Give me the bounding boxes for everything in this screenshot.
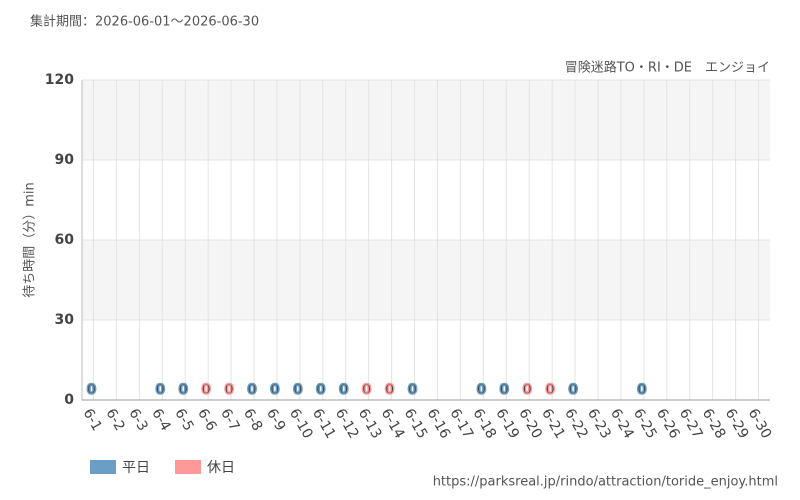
data-label: 0 [316,382,326,398]
x-tick-label: 6-10 [286,406,316,442]
data-label: 0 [637,382,647,398]
data-label: 0 [293,382,303,398]
legend-label: 休日 [207,460,235,476]
x-tick-label: 6-2 [102,406,127,434]
x-tick-label: 6-8 [240,406,265,434]
x-tick-label: 6-11 [309,406,339,442]
y-tick-label: 120 [45,72,74,88]
grid-band [82,80,770,160]
y-tick-label: 30 [55,312,75,328]
x-tick-label: 6-24 [607,406,637,442]
data-label: 0 [522,382,532,398]
x-tick-label: 6-4 [148,406,173,434]
x-tick-label: 6-5 [171,406,196,434]
data-label: 0 [499,382,509,398]
data-label: 0 [545,382,555,398]
grid-band [82,160,770,240]
x-tick-label: 6-26 [653,406,683,442]
legend-label: 平日 [122,460,150,476]
grid-band [82,240,770,320]
y-tick-label: 0 [64,392,74,408]
x-tick-label: 6-17 [446,406,476,442]
data-label: 0 [339,382,349,398]
x-tick-label: 6-15 [401,406,431,442]
grid-band [82,320,770,400]
y-axis-label: 待ち時間（分）min [23,182,38,298]
data-label: 0 [87,382,97,398]
x-tick-label: 6-23 [584,406,614,442]
x-tick-label: 6-28 [699,406,729,442]
legend-swatch [175,460,201,474]
chart-subtitle: 冒険迷路TO・RI・DE エンジョイ [565,60,770,76]
x-tick-label: 6-25 [630,406,660,442]
x-tick-label: 6-7 [217,406,242,434]
x-tick-label: 6-6 [194,406,219,434]
data-label: 0 [201,382,211,398]
y-tick-label: 90 [55,152,75,168]
x-tick-label: 6-14 [378,406,408,442]
data-label: 0 [270,382,280,398]
data-label: 0 [247,382,257,398]
data-label: 0 [476,382,486,398]
x-tick-label: 6-30 [745,406,775,442]
data-label: 0 [408,382,418,398]
data-label: 0 [224,382,234,398]
chart-title: 集計期間：2026-06-01～2026-06-30 [30,14,259,30]
source-url: https://parksreal.jp/rindo/attraction/to… [433,475,778,490]
x-tick-label: 6-3 [125,406,150,434]
y-tick-label: 60 [55,232,75,248]
x-tick-label: 6-22 [561,406,591,442]
data-label: 0 [155,382,165,398]
x-tick-label: 6-18 [469,406,499,442]
data-label: 0 [385,382,395,398]
x-tick-label: 6-16 [424,406,454,442]
data-label: 0 [178,382,188,398]
x-tick-label: 6-21 [538,406,568,442]
x-tick-label: 6-1 [80,406,105,434]
x-tick-label: 6-29 [722,406,752,442]
data-label: 0 [568,382,578,398]
x-tick-label: 6-19 [492,406,522,442]
x-tick-label: 6-12 [332,406,362,442]
legend-swatch [90,460,116,474]
x-tick-label: 6-9 [263,406,288,434]
x-tick-label: 6-27 [676,406,706,442]
x-tick-label: 6-13 [355,406,385,442]
x-tick-label: 6-20 [515,406,545,442]
data-label: 0 [362,382,372,398]
